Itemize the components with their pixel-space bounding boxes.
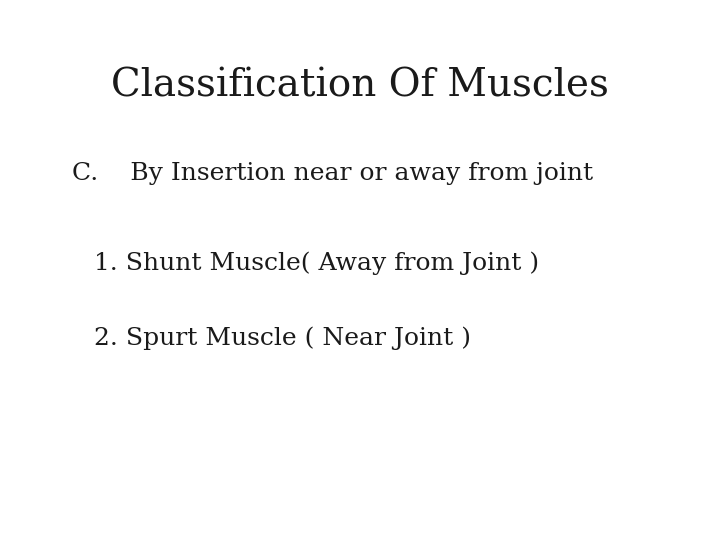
- Text: 1. Shunt Muscle( Away from Joint ): 1. Shunt Muscle( Away from Joint ): [94, 251, 539, 275]
- Text: Classification Of Muscles: Classification Of Muscles: [111, 68, 609, 105]
- Text: 2. Spurt Muscle ( Near Joint ): 2. Spurt Muscle ( Near Joint ): [94, 327, 471, 350]
- Text: C.    By Insertion near or away from joint: C. By Insertion near or away from joint: [72, 162, 593, 185]
